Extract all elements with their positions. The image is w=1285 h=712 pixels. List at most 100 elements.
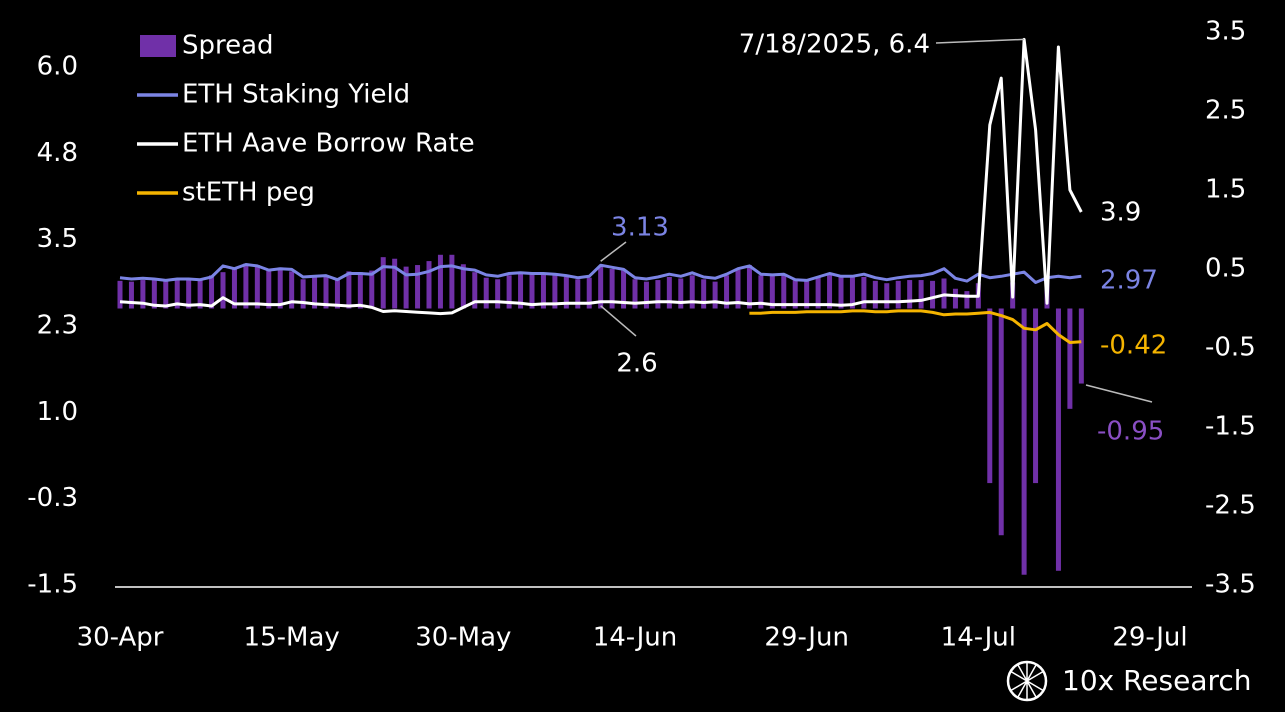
bar: [964, 291, 970, 309]
bar: [689, 275, 695, 309]
bar: [186, 278, 192, 309]
y2-tick-label: -1.5: [1205, 412, 1256, 442]
bar: [403, 266, 409, 309]
bar: [312, 276, 318, 309]
data-label: -0.42: [1100, 331, 1167, 361]
bar: [712, 281, 718, 309]
bar: [1033, 308, 1039, 484]
bar: [369, 270, 375, 309]
annotation: 7/18/2025, 6.4: [739, 30, 930, 60]
bar: [140, 280, 146, 309]
bar: [998, 308, 1004, 536]
bar: [655, 280, 661, 309]
bar: [758, 275, 764, 309]
callout-line: [935, 38, 1025, 44]
bar: [666, 276, 672, 309]
bar: [872, 280, 878, 309]
bar: [621, 270, 627, 309]
bar: [334, 279, 340, 309]
x-tick-label: 29-Jul: [1112, 623, 1187, 653]
bar: [529, 272, 535, 309]
bar: [483, 277, 489, 309]
bar: [643, 281, 649, 309]
bar: [849, 276, 855, 309]
bar: [357, 272, 363, 309]
bar: [746, 265, 752, 309]
bar: [1055, 308, 1061, 571]
legend-swatch: [140, 35, 176, 57]
bar: [128, 281, 134, 309]
y-tick-label: 2.3: [37, 311, 78, 341]
bar: [392, 258, 398, 309]
bar: [827, 272, 833, 309]
logo-pattern: [1009, 662, 1045, 700]
bar: [575, 279, 581, 309]
bar: [930, 280, 936, 309]
bar: [289, 271, 295, 309]
bar: [300, 279, 306, 309]
bar: [815, 276, 821, 309]
x-tick-label: 15-May: [244, 623, 340, 653]
bar: [895, 280, 901, 309]
y2-tick-label: 1.5: [1205, 175, 1246, 205]
x-tick-label: 29-Jun: [764, 623, 849, 653]
bar: [460, 264, 466, 309]
x-tick-label: 14-Jul: [941, 623, 1016, 653]
callout-line: [600, 241, 627, 262]
legend-label: ETH Staking Yield: [182, 80, 410, 110]
y-tick-label: -1.5: [27, 570, 78, 600]
bar: [506, 275, 512, 309]
bar: [209, 275, 215, 309]
data-label: 2.6: [616, 349, 657, 379]
bar: [1021, 308, 1027, 575]
data-label: 3.9: [1100, 198, 1141, 228]
y-tick-label: 4.8: [37, 138, 78, 168]
legend-label: ETH Aave Borrow Rate: [182, 129, 475, 159]
legend-label: stETH peg: [182, 178, 315, 208]
bar: [792, 280, 798, 309]
x-tick-label: 14-Jun: [593, 623, 678, 653]
bar: [380, 257, 386, 309]
bar: [735, 269, 741, 309]
data-label: -0.95: [1097, 417, 1164, 447]
bar: [437, 254, 443, 309]
bar: [838, 275, 844, 309]
logo: 10x Research: [1006, 660, 1252, 702]
bar: [449, 254, 455, 309]
bar: [151, 278, 157, 309]
bar: [518, 273, 524, 309]
bar: [609, 269, 615, 309]
bar: [231, 268, 237, 309]
bar: [243, 263, 249, 309]
data-label: 3.13: [611, 213, 669, 243]
bar: [781, 273, 787, 309]
bar: [861, 276, 867, 309]
bar: [724, 275, 730, 309]
bar: [346, 271, 352, 309]
bar: [254, 265, 260, 309]
legend-label: Spread: [182, 31, 274, 61]
bar: [632, 279, 638, 309]
y2-tick-label: 0.5: [1205, 254, 1246, 284]
bar: [174, 280, 180, 309]
x-tick-label: 30-Apr: [77, 623, 164, 653]
bar: [495, 279, 501, 309]
y-tick-label: -0.3: [27, 483, 78, 513]
y2-tick-label: 2.5: [1205, 96, 1246, 126]
bar: [426, 261, 432, 309]
bar: [769, 274, 775, 309]
y2-tick-label: -2.5: [1205, 491, 1256, 521]
x-tick-label: 30-May: [415, 623, 511, 653]
brand-text: 10x Research: [1062, 664, 1252, 697]
y2-tick-label: 3.5: [1205, 17, 1246, 47]
bar: [1078, 308, 1084, 384]
line: [119, 37, 1083, 316]
bar: [117, 280, 123, 309]
bar: [804, 280, 810, 309]
bar: [563, 276, 569, 309]
bar: [163, 279, 169, 309]
line: [749, 309, 1082, 344]
bar: [552, 274, 558, 309]
bar: [540, 273, 546, 309]
bar: [472, 272, 478, 309]
